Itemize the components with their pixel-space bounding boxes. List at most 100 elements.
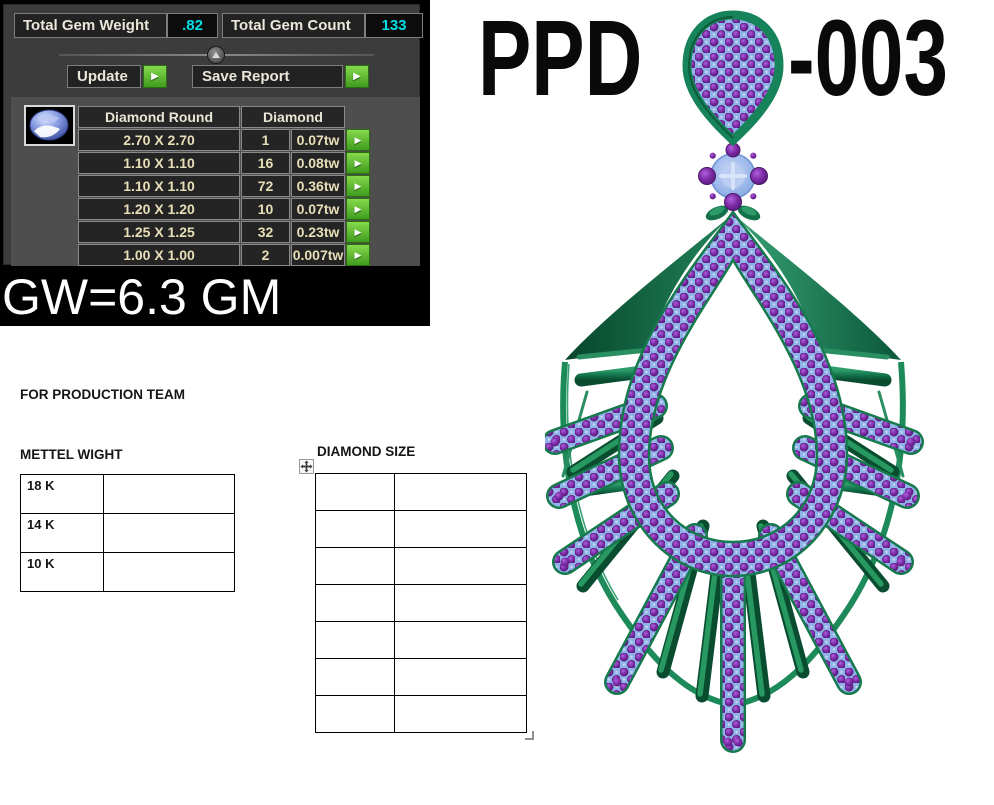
- diamond-qty-cell[interactable]: [394, 695, 527, 733]
- play-icon: ▶: [354, 250, 362, 260]
- total-gem-count-label: Total Gem Count: [222, 13, 365, 38]
- diamond-size-cell[interactable]: [315, 473, 395, 511]
- production-team-label: FOR PRODUCTION TEAM: [20, 387, 185, 402]
- play-icon: ▶: [354, 135, 362, 145]
- gem-report-panel: Total Gem Weight .82 Total Gem Count 133…: [0, 0, 430, 326]
- table-row: [315, 658, 527, 696]
- gem-row: 1.10 X 1.10 16 0.08tw ▶: [78, 152, 370, 175]
- gem-count: 16: [241, 152, 290, 174]
- save-report-button[interactable]: Save Report: [192, 65, 343, 88]
- diamond-size-cell[interactable]: [315, 510, 395, 548]
- diamond-size-cell[interactable]: [315, 658, 395, 696]
- metal-value-cell[interactable]: [103, 552, 235, 592]
- table-row: 18 K: [20, 474, 235, 514]
- gem-row: 1.25 X 1.25 32 0.23tw ▶: [78, 221, 370, 244]
- diamond-size-cell[interactable]: [315, 621, 395, 659]
- col-header-shape: Diamond Round: [78, 106, 240, 128]
- table-row: [315, 547, 527, 585]
- row-arrow-button[interactable]: ▶: [346, 244, 370, 266]
- gem-table-header-row: Diamond Round Diamond: [78, 106, 370, 129]
- diamond-size-table: [315, 473, 527, 733]
- gem-count: 1: [241, 129, 290, 151]
- play-icon: ▶: [353, 71, 361, 82]
- metal-value-cell[interactable]: [103, 474, 235, 514]
- metal-weight-table: 18 K 14 K 10 K: [20, 474, 235, 592]
- move-icon: [300, 460, 313, 473]
- gem-count: 32: [241, 221, 290, 243]
- table-row: 10 K: [20, 552, 235, 592]
- metal-weight-label: METTEL WIGHT: [20, 447, 123, 462]
- gem-weight: 0.007tw: [291, 244, 345, 266]
- gem-report-panel-inner: Total Gem Weight .82 Total Gem Count 133…: [3, 4, 423, 267]
- diamond-qty-cell[interactable]: [394, 584, 527, 622]
- diamond-size-cell[interactable]: [315, 695, 395, 733]
- design-code-suffix: -003: [788, 0, 948, 118]
- diamond-size-label: DIAMOND SIZE: [317, 444, 416, 459]
- gem-weight: 0.08tw: [291, 152, 345, 174]
- gem-row: 1.20 X 1.20 10 0.07tw ▶: [78, 198, 370, 221]
- play-icon: ▶: [354, 181, 362, 191]
- gem-size: 1.00 X 1.00: [78, 244, 240, 266]
- pendant-collar: [705, 205, 761, 221]
- row-arrow-button[interactable]: ▶: [346, 152, 370, 174]
- table-row: 14 K: [20, 513, 235, 553]
- diamond-qty-cell[interactable]: [394, 547, 527, 585]
- gem-count: 72: [241, 175, 290, 197]
- total-gem-count-value[interactable]: 133: [365, 13, 423, 38]
- play-icon: ▶: [354, 158, 362, 168]
- diamond-qty-cell[interactable]: [394, 510, 527, 548]
- chevron-up-icon: [212, 52, 220, 58]
- table-resize-handle[interactable]: [525, 731, 534, 740]
- pendant-bail: [682, 10, 784, 147]
- gem-count: 2: [241, 244, 290, 266]
- save-report-arrow-button[interactable]: ▶: [345, 65, 369, 88]
- gem-weight: 0.07tw: [291, 198, 345, 220]
- table-move-handle[interactable]: [299, 459, 314, 474]
- table-row: [315, 473, 527, 511]
- pendant-gem-cluster: [698, 142, 768, 211]
- diamond-size-cell[interactable]: [315, 547, 395, 585]
- gem-count: 10: [241, 198, 290, 220]
- col-header-type: Diamond: [241, 106, 345, 128]
- gem-size: 1.20 X 1.20: [78, 198, 240, 220]
- metal-karat-cell[interactable]: 14 K: [20, 513, 104, 553]
- diamond-size-cell[interactable]: [315, 584, 395, 622]
- play-icon: ▶: [354, 227, 362, 237]
- metal-value-cell[interactable]: [103, 513, 235, 553]
- play-icon: ▶: [354, 204, 362, 214]
- pendant-pave-ring: [617, 209, 849, 578]
- gem-icon: [29, 109, 69, 141]
- gem-size: 2.70 X 2.70: [78, 129, 240, 151]
- total-gem-weight-label: Total Gem Weight: [14, 13, 167, 38]
- diamond-qty-cell[interactable]: [394, 473, 527, 511]
- gem-row: 2.70 X 2.70 1 0.07tw ▶: [78, 129, 370, 152]
- table-row: [315, 510, 527, 548]
- pendant-body-sails: [565, 214, 901, 360]
- collapse-knob[interactable]: [207, 46, 225, 64]
- row-arrow-button[interactable]: ▶: [346, 175, 370, 197]
- row-arrow-button[interactable]: ▶: [346, 129, 370, 151]
- metal-karat-cell[interactable]: 10 K: [20, 552, 104, 592]
- table-row: [315, 695, 527, 733]
- gem-table: Diamond Round Diamond 2.70 X 2.70 1 0.07…: [78, 106, 370, 267]
- row-arrow-button[interactable]: ▶: [346, 198, 370, 220]
- play-icon: ▶: [151, 71, 159, 82]
- update-button[interactable]: Update: [67, 65, 141, 88]
- gem-size: 1.10 X 1.10: [78, 152, 240, 174]
- metal-karat-cell[interactable]: 18 K: [20, 474, 104, 514]
- diamond-qty-cell[interactable]: [394, 658, 527, 696]
- ray-tip-gems: [550, 437, 916, 747]
- update-arrow-button[interactable]: ▶: [143, 65, 167, 88]
- total-gem-weight-value[interactable]: .82: [167, 13, 218, 38]
- pendant-3d-render: [545, 10, 924, 753]
- table-row: [315, 621, 527, 659]
- gem-weight: 0.23tw: [291, 221, 345, 243]
- design-code-prefix: PPD: [478, 0, 643, 118]
- gem-row: 1.00 X 1.00 2 0.007tw ▶: [78, 244, 370, 267]
- row-arrow-button[interactable]: ▶: [346, 221, 370, 243]
- gem-size: 1.25 X 1.25: [78, 221, 240, 243]
- table-row: [315, 584, 527, 622]
- diamond-qty-cell[interactable]: [394, 621, 527, 659]
- gem-size: 1.10 X 1.10: [78, 175, 240, 197]
